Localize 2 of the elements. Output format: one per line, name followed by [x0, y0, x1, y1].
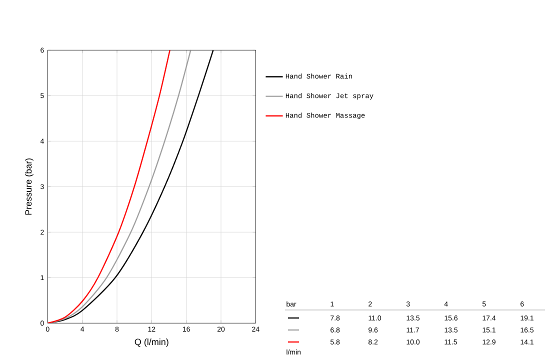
- x-axis-title: Q (l/min): [134, 338, 168, 348]
- y-axis-title: Pressure (bar): [24, 158, 34, 215]
